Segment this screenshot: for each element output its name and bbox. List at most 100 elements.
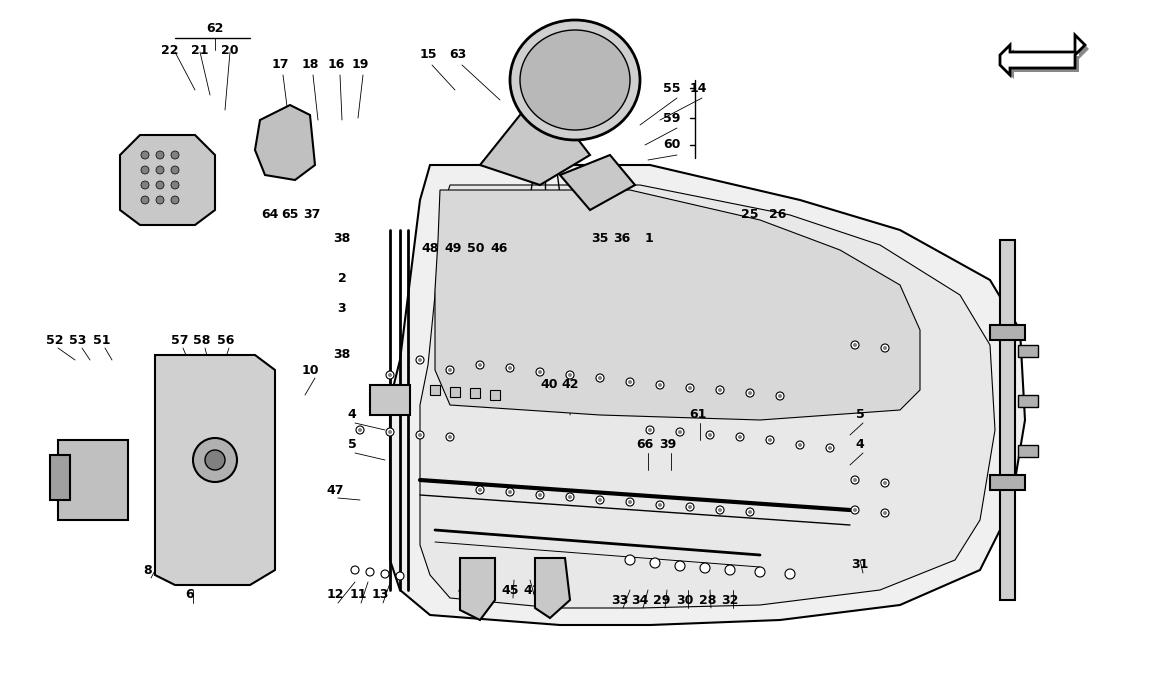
Text: 53: 53 xyxy=(69,333,86,346)
Text: 66: 66 xyxy=(636,438,653,451)
Circle shape xyxy=(628,380,633,384)
Text: 47: 47 xyxy=(327,484,344,497)
Text: 49: 49 xyxy=(444,242,461,255)
Text: 40: 40 xyxy=(540,378,558,391)
Circle shape xyxy=(647,428,652,432)
Circle shape xyxy=(658,383,662,387)
Circle shape xyxy=(476,486,484,494)
Circle shape xyxy=(386,428,394,436)
Circle shape xyxy=(688,386,692,390)
Circle shape xyxy=(416,431,424,439)
Polygon shape xyxy=(155,355,275,585)
Circle shape xyxy=(366,568,374,576)
Circle shape xyxy=(853,343,857,347)
Circle shape xyxy=(881,479,889,487)
Bar xyxy=(490,390,500,400)
Text: 35: 35 xyxy=(591,232,608,245)
Circle shape xyxy=(568,495,572,499)
Circle shape xyxy=(718,508,722,512)
Bar xyxy=(49,455,70,500)
Text: 13: 13 xyxy=(371,589,389,602)
Text: 32: 32 xyxy=(721,594,738,607)
Circle shape xyxy=(658,503,662,507)
Circle shape xyxy=(628,500,633,504)
Text: 21: 21 xyxy=(191,44,209,57)
Polygon shape xyxy=(120,135,215,225)
Text: 25: 25 xyxy=(742,208,759,221)
Circle shape xyxy=(746,389,754,397)
Text: 55: 55 xyxy=(664,81,681,94)
Bar xyxy=(1018,395,1038,407)
Circle shape xyxy=(716,386,724,394)
Text: 34: 34 xyxy=(631,594,649,607)
Circle shape xyxy=(883,481,887,485)
Bar xyxy=(470,388,480,398)
Text: 2: 2 xyxy=(338,272,346,285)
Text: 44: 44 xyxy=(480,583,497,596)
Text: 64: 64 xyxy=(261,208,278,221)
Circle shape xyxy=(506,364,514,372)
Circle shape xyxy=(626,498,634,506)
Circle shape xyxy=(776,392,784,400)
Circle shape xyxy=(766,436,774,444)
Circle shape xyxy=(388,430,392,434)
Text: 58: 58 xyxy=(193,333,210,346)
Circle shape xyxy=(656,381,664,389)
Ellipse shape xyxy=(509,20,641,140)
Text: 8: 8 xyxy=(144,563,152,576)
Circle shape xyxy=(396,572,404,580)
Text: 15: 15 xyxy=(420,48,437,61)
Circle shape xyxy=(381,570,389,578)
Text: 20: 20 xyxy=(221,44,239,57)
Circle shape xyxy=(171,181,179,189)
Circle shape xyxy=(748,510,752,514)
Text: 41: 41 xyxy=(523,583,540,596)
Circle shape xyxy=(828,446,831,450)
Text: 46: 46 xyxy=(490,242,507,255)
Circle shape xyxy=(478,488,482,492)
Circle shape xyxy=(716,506,724,514)
Text: 28: 28 xyxy=(699,594,716,607)
Text: 51: 51 xyxy=(93,333,110,346)
Circle shape xyxy=(656,501,664,509)
Text: 18: 18 xyxy=(301,59,319,72)
Bar xyxy=(58,440,128,520)
Bar xyxy=(1018,345,1038,357)
Circle shape xyxy=(700,563,710,573)
Polygon shape xyxy=(480,90,590,185)
Text: 52: 52 xyxy=(46,333,63,346)
Circle shape xyxy=(417,358,422,362)
Circle shape xyxy=(416,356,424,364)
Circle shape xyxy=(417,433,422,437)
Bar xyxy=(1000,240,1015,600)
Circle shape xyxy=(881,344,889,352)
Bar xyxy=(430,385,440,395)
Circle shape xyxy=(851,476,859,484)
Circle shape xyxy=(538,493,542,497)
Text: 14: 14 xyxy=(689,81,707,94)
Circle shape xyxy=(598,376,601,380)
Bar xyxy=(990,325,1025,340)
Circle shape xyxy=(536,491,544,499)
Text: 38: 38 xyxy=(334,232,351,245)
Circle shape xyxy=(883,511,887,515)
Circle shape xyxy=(141,196,150,204)
Circle shape xyxy=(506,488,514,496)
Circle shape xyxy=(448,435,452,439)
Circle shape xyxy=(706,431,714,439)
Text: 33: 33 xyxy=(612,594,629,607)
Text: 56: 56 xyxy=(217,333,235,346)
Text: 36: 36 xyxy=(613,232,630,245)
Text: 1: 1 xyxy=(645,232,653,245)
Polygon shape xyxy=(1000,35,1084,75)
Text: 48: 48 xyxy=(421,242,438,255)
Polygon shape xyxy=(255,105,315,180)
Circle shape xyxy=(476,361,484,369)
Polygon shape xyxy=(460,558,494,620)
Circle shape xyxy=(141,166,150,174)
Circle shape xyxy=(624,555,635,565)
Circle shape xyxy=(568,373,572,377)
Polygon shape xyxy=(420,185,995,608)
Text: 63: 63 xyxy=(450,48,467,61)
Circle shape xyxy=(193,438,237,482)
